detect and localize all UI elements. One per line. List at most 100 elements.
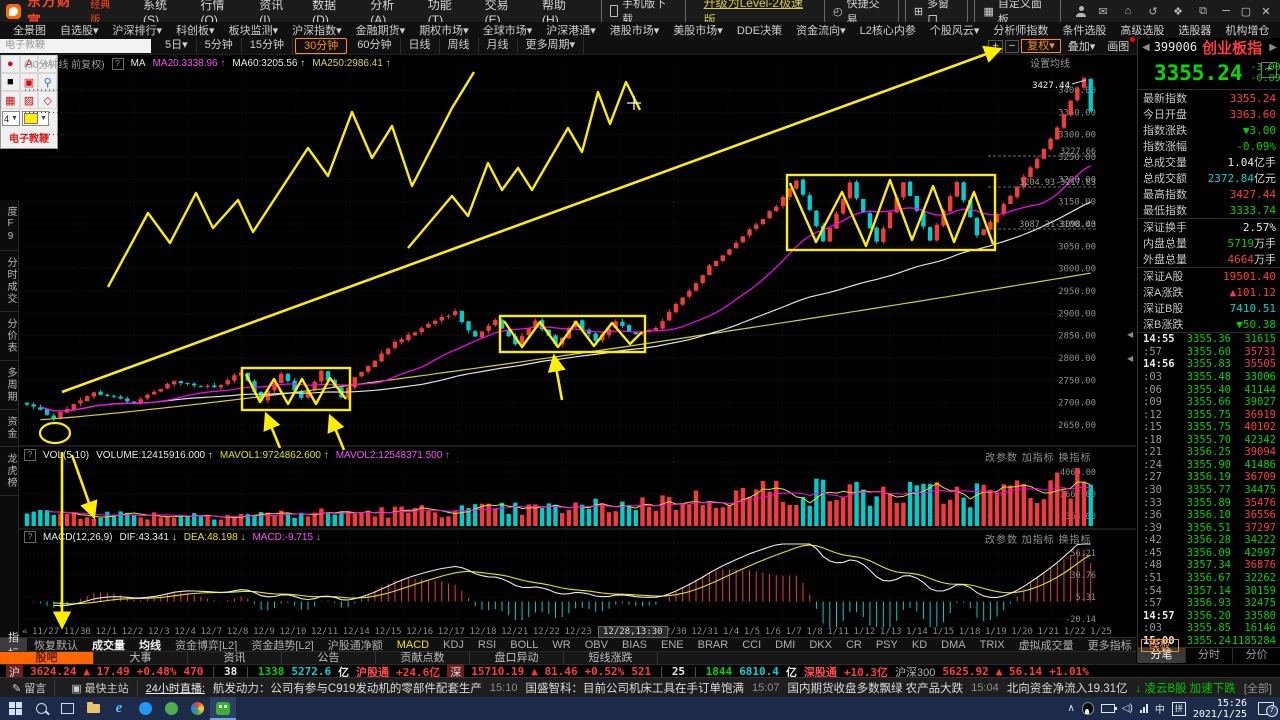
nav-item-16[interactable]: 分析师指数 [993,25,1049,37]
home-icon[interactable]: ⌂ [1124,5,1132,17]
speaker-icon[interactable]: ◁) [1121,703,1133,714]
nav-item-6[interactable]: 金融期货▾ [355,25,406,37]
vol-link-2[interactable]: 换指标 [1058,453,1092,464]
nav-item-17[interactable]: 条件选股 [1062,25,1107,37]
indicator-tab-MACD[interactable]: MACD [396,639,430,651]
pointer-window-title[interactable]: 电子教鞭 [0,39,151,53]
text-a-tool-icon[interactable]: A [19,55,39,73]
qq-penguin-icon[interactable] [1081,702,1094,715]
nav-item-13[interactable]: 资金流向▾ [796,25,846,37]
period-tab-8[interactable]: 更多周期▾ [518,38,585,54]
add-to-watchlist-button[interactable]: + [1261,62,1277,78]
mail-icon[interactable]: ✉ [1098,5,1108,18]
indicator-tab-ENE[interactable]: ENE [661,639,684,651]
nav-item-11[interactable]: 美股市场▾ [673,25,723,37]
help-icon[interactable]: ? [24,531,36,543]
vol-link-1[interactable]: 加指标 [1021,453,1059,464]
tool-zoom-in[interactable]: + [988,39,1003,53]
community-tab-资讯[interactable]: 资讯 [188,652,282,665]
minimize-button[interactable]: ─ [1222,4,1230,17]
splitter-collapse-icon[interactable]: ◀ [1127,354,1134,363]
taskbar-clock[interactable]: 15:26 2021/1/25 [1193,698,1247,720]
macd-link-0[interactable]: 改参数 [985,535,1022,546]
community-tab-短线涨跌[interactable]: 短线涨跌 [564,652,658,665]
nav-item-1[interactable]: 自选股▾ [60,25,99,37]
screen-tool-icon[interactable]: ▣ [19,73,39,91]
side-tab-4[interactable]: 资金 [0,410,18,447]
color-ball-icon[interactable] [184,697,210,720]
nav-item-0[interactable]: 全景图 [13,25,46,37]
indicator-tab-BIAS[interactable]: BIAS [621,639,648,651]
start-icon[interactable] [2,697,28,720]
indicator-tab-KDJ[interactable]: KDJ [443,639,464,651]
indicator-tab-RSI[interactable]: RSI [477,639,497,651]
refresh-icon[interactable]: ↺ [1148,5,1158,18]
tool-draw[interactable]: 画图 [1102,37,1136,54]
save-tool-icon[interactable]: ▦ [1,91,20,109]
tick-list[interactable]: 14:55 3355.36 31615:57 3355.60 35731 14:56 335… [1138,332,1280,647]
period-tab-6[interactable]: 周线 [440,38,479,54]
magnifier-tool-icon[interactable]: ⚲ [38,73,58,91]
period-tab-2[interactable]: 15分钟 [242,38,294,54]
indicator-tab-CCI[interactable]: CCI [742,639,762,651]
nav-item-15[interactable]: 个股风云▾ [929,25,980,37]
indicator-tab-资金趋势[L2][interactable]: 资金趋势[L2] [251,640,314,652]
community-tab-大事[interactable]: 大事 [94,652,188,665]
next-stock-icon[interactable]: ▶ [1269,41,1277,53]
side-tab-5[interactable]: 龙虎榜 [0,447,18,496]
side-tab-2[interactable]: 分价表 [0,312,18,361]
tick-tab-1[interactable]: 分时 [1186,648,1234,663]
prev-stock-icon[interactable]: ◀ [1142,41,1150,53]
main-site-button[interactable]: ▣ 最快主站 [63,680,138,696]
indicator-tab-模板[interactable]: 模板 [1140,638,1179,652]
wechat-icon[interactable] [210,697,236,720]
tray-expand-icon[interactable]: ∧ [1067,703,1075,714]
indicator-tab-BOLL[interactable]: BOLL [510,639,539,651]
indicator-tab-DMI[interactable]: DMI [775,639,796,651]
period-tab-7[interactable]: 月线 [479,38,518,54]
indicator-tab-TRIX[interactable]: TRIX [979,639,1005,651]
community-tab-贡献点数[interactable]: 贡献点数 [376,652,470,665]
side-tab-0[interactable]: 度F9 [0,200,18,251]
indicator-tab-OBV[interactable]: OBV [584,639,608,651]
community-tab-股吧[interactable]: 股吧 [0,652,94,665]
indicator-tab-更多指标[interactable]: 更多指标 [1087,640,1132,652]
ma-settings-link[interactable]: 设置均线 [1030,59,1070,70]
nav-item-21[interactable]: 热点追击 [1276,22,1280,38]
indicator-tab-DKX[interactable]: DKX [809,639,832,651]
side-tab-3[interactable]: 多周期 [0,361,18,410]
period-tab-4[interactable]: 60分钟 [349,38,401,54]
indicator-tab-CR[interactable]: CR [845,639,862,651]
nav-item-3[interactable]: 科创板▾ [176,25,215,37]
network-icon[interactable] [1139,704,1148,713]
indicator-menu-label[interactable]: 指标 [0,632,27,660]
message-button[interactable]: ✎ 留言 [4,680,56,696]
nav-item-14[interactable]: L2核心内参 [859,25,916,37]
chart-canvas[interactable]: 3400.003350.003300.003250.003200.003150.… [18,54,1136,638]
close-button[interactable]: ✕ [1261,5,1271,18]
line-width-select[interactable]: 4 ▼ [2,111,20,126]
side-tab-1[interactable]: 分时成交 [0,251,18,312]
browser-blue-icon[interactable] [132,697,158,720]
nav-item-4[interactable]: 板块监测▾ [228,25,279,37]
skin-icon[interactable]: ❖ [1173,5,1183,18]
help-icon[interactable]: ? [111,57,124,70]
restore-layout-icon[interactable]: ⧉ [1199,4,1207,17]
live-label[interactable]: 24小时直播: [145,683,205,695]
nav-item-20[interactable]: 机构增仓 [1225,25,1270,37]
nav-item-12[interactable]: DDE决策 [736,25,783,37]
language-indicator[interactable]: 中 [1154,705,1165,716]
indicator-tab-BRAR[interactable]: BRAR [697,639,729,651]
tool-overlay[interactable]: 叠加▾ [1067,41,1096,53]
color-select[interactable]: ▼ [21,111,49,126]
tick-tab-2[interactable]: 分价 [1233,648,1280,663]
notification-icon[interactable]: 7 [1258,702,1278,717]
macd-link-2[interactable]: 换指标 [1058,535,1092,546]
help-icon[interactable]: ? [24,449,36,461]
user-account-icon[interactable] [1075,5,1087,17]
menu-2[interactable]: 资讯(I) [259,0,284,27]
maximize-button[interactable]: ▢ [1240,5,1252,18]
period-tab-3[interactable]: 30分钟 [295,38,348,54]
news-item-0[interactable]: 航发动力：公司有参与C919发动机的零部件配套生产 [212,683,482,695]
indicator-tab-资金博弈[L2][interactable]: 资金博弈[L2] [175,640,238,652]
